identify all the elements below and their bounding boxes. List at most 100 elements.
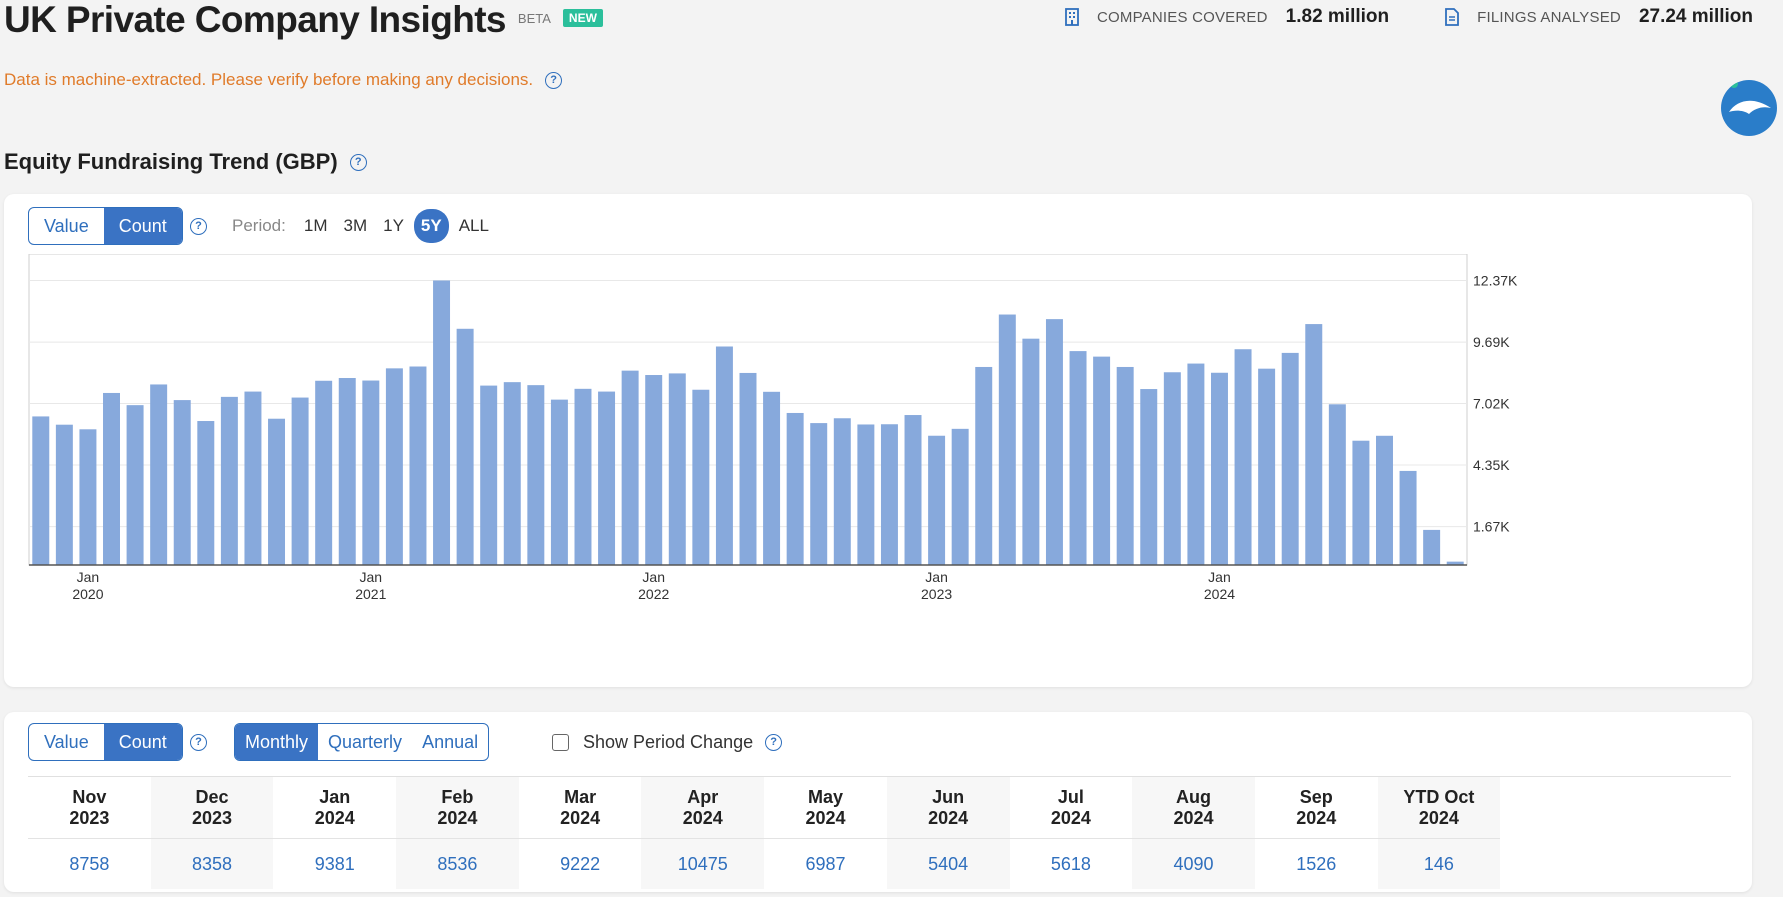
bar [503,382,521,565]
help-icon[interactable]: ? [190,734,207,751]
quarterly-button[interactable]: Quarterly [328,731,403,752]
column-header-year: 2024 [928,808,969,828]
period-all-button[interactable]: ALL [458,216,489,235]
data-table: Nov 2023 Dec 2023 Jan 2024 Feb 2024 Mar 2024 Apr 20… [28,776,1731,889]
filings-analysed-label: FILINGS ANALYSED [1477,8,1621,26]
bar [1234,349,1252,565]
table-header-row: Nov 2023 Dec 2023 Jan 2024 Feb 2024 Mar 2024 Apr 20… [28,777,1731,839]
column-header-period: Sep [1299,787,1333,807]
table-column-header: Aug 2024 [1132,777,1255,839]
companies-covered-label: COMPANIES COVERED [1097,8,1268,26]
monthly-button[interactable]: Monthly [235,724,319,760]
table-column-header: Jan 2024 [273,777,397,839]
annual-button[interactable]: Annual [422,731,479,752]
help-icon[interactable]: ? [545,71,563,89]
companies-covered-value: 1.82 million [1285,6,1390,27]
table-cell-value[interactable]: 146 [1377,839,1501,889]
bar [857,424,875,565]
column-header-year: 2024 [805,808,846,828]
help-icon[interactable]: ? [349,153,367,171]
y-tick-label: 7.02K [1473,396,1510,412]
help-icon[interactable]: ? [765,734,783,751]
page-header: UK Private Company Insights BETA NEW [4,0,603,40]
bar [456,328,474,565]
table-cell-value[interactable]: 4090 [1132,839,1255,889]
show-period-change-checkbox[interactable] [552,734,569,751]
bar [904,415,922,565]
bar [739,372,757,565]
companies-covered-stat: COMPANIES COVERED 1.82 million [1065,6,1389,28]
bar [598,391,616,565]
bar [362,380,380,565]
table-value-toggle-button[interactable]: Value [44,731,89,752]
table-column-header: Dec 2023 [150,777,274,839]
period-5y-button[interactable]: 5Y [413,209,449,243]
granularity-toggle: Monthly Quarterly Annual [234,723,490,761]
bar [32,416,50,565]
table-cell-value[interactable]: 9381 [314,854,355,874]
x-tick-month-label: Jan [360,569,383,585]
column-header-period: Jan [319,787,351,807]
table-column-header: YTD Oct 2024 [1377,777,1501,839]
y-tick-label: 12.37K [1473,272,1518,288]
help-icon[interactable]: ? [190,218,207,235]
x-tick-year-label: 2022 [638,586,669,602]
table-cell-value[interactable]: 8758 [69,854,110,874]
column-header-period: Dec [195,787,229,807]
bar [1069,351,1087,565]
bar [1305,324,1323,565]
column-header-period: Feb [441,787,474,807]
chart-card: Value Count ? Period: 1M 3M 1Y 5Y ALL 12… [4,194,1752,687]
x-tick-month-label: Jan [642,569,665,585]
bar [1187,363,1205,565]
table-cell-value[interactable]: 1526 [1296,854,1337,874]
bar [951,428,969,565]
bar [1022,338,1040,565]
bar [810,423,828,565]
table-cell-value[interactable]: 5618 [1050,854,1091,874]
column-header-period: Nov [72,787,107,807]
bar [55,424,73,565]
bar [1045,319,1063,565]
period-1y-button[interactable]: 1Y [383,216,404,235]
show-period-change[interactable]: Show Period Change ? [552,732,783,753]
table-cell-value[interactable]: 8536 [396,839,519,889]
table-cell-value[interactable]: 9222 [560,854,601,874]
count-toggle-button[interactable]: Count [103,208,182,244]
bar [315,380,333,565]
period-label: Period: [232,216,286,235]
column-header-year: 2024 [1173,808,1214,828]
page-title: UK Private Company Insights [4,0,507,40]
table-column-header: Jun 2024 [886,777,1010,839]
bar [79,429,97,565]
column-header-period: Apr [687,787,719,807]
table-column-header: May 2024 [764,777,887,839]
bar [1140,389,1158,565]
bar [1376,435,1393,565]
bar [645,375,663,565]
bar [1328,404,1346,565]
value-toggle-button[interactable]: Value [44,215,89,236]
column-header-year: 2024 [1296,808,1337,828]
section-title: Equity Fundraising Trend (GBP) ? [4,149,367,175]
column-header-year: 2024 [682,808,723,828]
bar [268,418,286,565]
bar [291,397,309,565]
assistant-avatar[interactable] [1721,80,1777,136]
table-cell-value[interactable]: 10475 [641,839,765,889]
table-count-toggle-button[interactable]: Count [103,724,182,760]
table-cell-value[interactable]: 5404 [886,839,1010,889]
table-cell-value[interactable]: 8358 [150,839,274,889]
bar [126,405,144,565]
table-cell-value[interactable]: 6987 [805,854,846,874]
period-3m-button[interactable]: 3M [343,216,368,235]
bar [786,412,804,565]
bar [385,368,403,565]
bar [1446,561,1464,565]
bar [1281,352,1299,565]
period-selector: Period: 1M 3M 1Y 5Y ALL [232,207,497,245]
period-1m-button[interactable]: 1M [303,216,328,235]
bar-chart: 12.37K9.69K7.02K4.35K1.67KJan2020Jan2021… [28,254,1518,602]
bar [998,314,1016,565]
y-tick-label: 9.69K [1473,334,1510,350]
